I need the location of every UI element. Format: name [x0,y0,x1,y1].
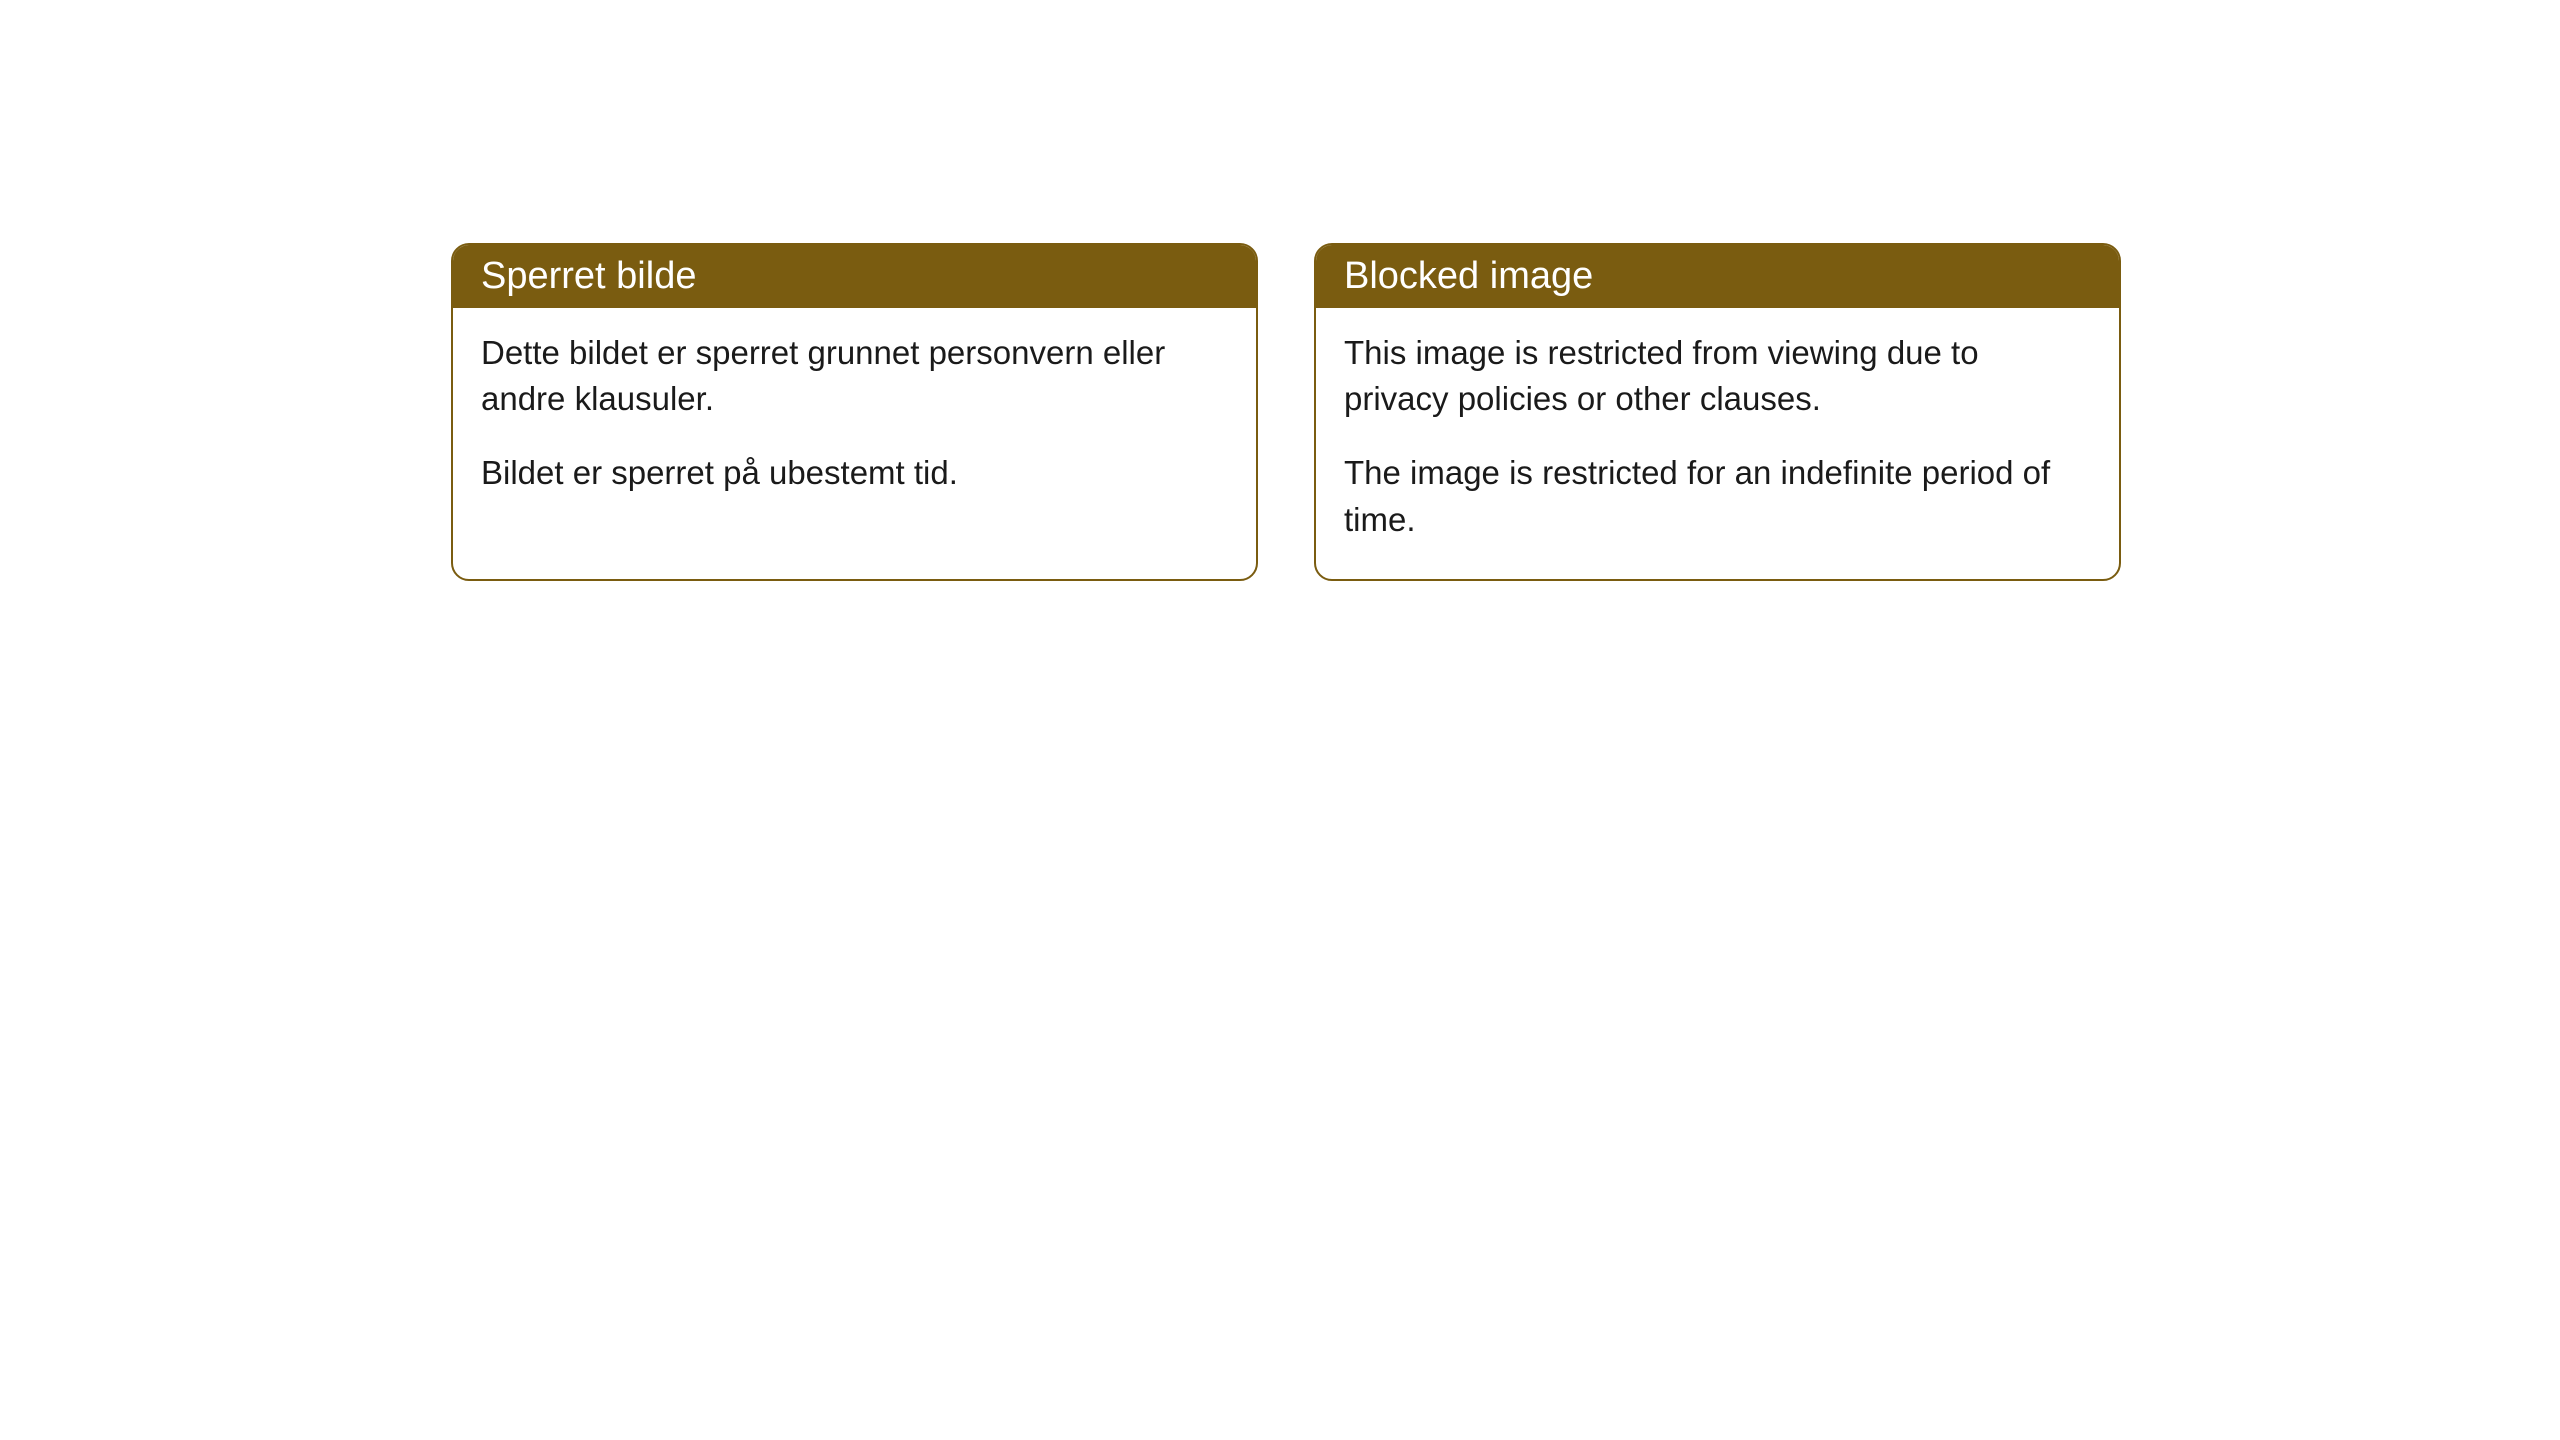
notice-card-norwegian: Sperret bilde Dette bildet er sperret gr… [451,243,1258,581]
card-title: Blocked image [1344,255,1593,297]
notice-cards-container: Sperret bilde Dette bildet er sperret gr… [451,243,2121,581]
card-body-english: This image is restricted from viewing du… [1316,308,2119,579]
card-header-norwegian: Sperret bilde [453,245,1256,308]
card-body-norwegian: Dette bildet er sperret grunnet personve… [453,308,1256,533]
card-paragraph: The image is restricted for an indefinit… [1344,450,2091,542]
card-title: Sperret bilde [481,255,696,297]
card-paragraph: This image is restricted from viewing du… [1344,330,2091,422]
card-paragraph: Dette bildet er sperret grunnet personve… [481,330,1228,422]
card-header-english: Blocked image [1316,245,2119,308]
card-paragraph: Bildet er sperret på ubestemt tid. [481,450,1228,496]
notice-card-english: Blocked image This image is restricted f… [1314,243,2121,581]
